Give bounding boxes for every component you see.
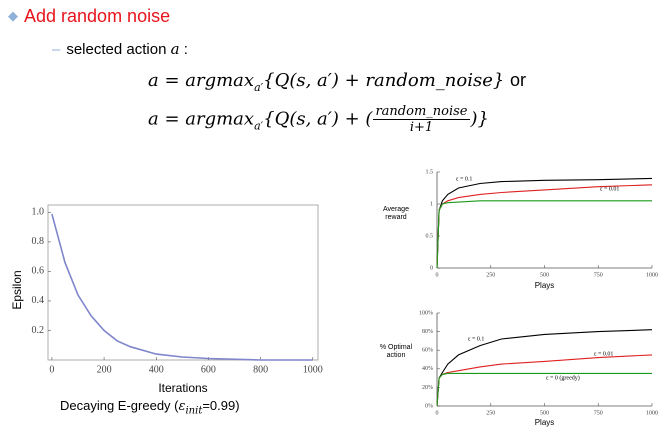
x-tick-label: 0 — [436, 272, 439, 278]
x-tick-label: 600 — [201, 364, 216, 375]
y-tick-label: 1.0 — [32, 207, 45, 218]
series-label: ε = 0.1 — [456, 176, 472, 182]
series-line — [436, 200, 652, 269]
caption-part: Decaying E-greedy ( — [60, 398, 179, 413]
y-tick-label: 1 — [430, 201, 433, 207]
x-tick-label: 250 — [486, 272, 495, 278]
plot-frame — [47, 204, 319, 361]
x-tick-label: 500 — [540, 272, 549, 278]
formula: a = argmaxa′{Q(s, a′) + (random_noise i+1… — [148, 104, 489, 135]
series-line — [51, 213, 313, 361]
y-tick-label: 0.4 — [32, 295, 45, 306]
y-tick-label: 40% — [422, 366, 433, 372]
series-label: ε = 0 (greedy) — [546, 374, 580, 381]
x-tick-label: 250 — [486, 410, 495, 416]
y-tick-label: 60% — [422, 348, 433, 354]
x-axis-label: Iterations — [158, 381, 207, 395]
x-tick-label: 1000 — [646, 410, 658, 416]
fraction: random_noise i+1 — [373, 104, 470, 135]
caption-sub: init — [185, 405, 203, 417]
x-axis-label: Plays — [535, 281, 555, 290]
x-tick-label: 0 — [436, 410, 439, 416]
x-tick-label: 800 — [253, 364, 268, 375]
formula-part: {Q(s, a′) + ( — [263, 108, 373, 130]
formula: a = argmaxa′{Q(s, a′) + random_noise} or — [148, 70, 526, 94]
series-label: ε = 0.01 — [600, 186, 619, 192]
series-line — [436, 354, 653, 407]
series-label: ε = 0.01 — [594, 351, 613, 357]
bullet: ◆ Add random noise — [8, 6, 171, 26]
formula-part: )} — [470, 108, 489, 130]
y-axis-label: Average reward — [383, 206, 409, 221]
series-line — [436, 372, 652, 407]
x-tick-label: 200 — [97, 364, 112, 375]
y-tick-label: 80% — [422, 329, 433, 335]
var: a — [170, 40, 180, 58]
x-axis-label: Plays — [535, 418, 555, 427]
sub-bullet: – selected action a : — [52, 40, 188, 58]
y-axis-label: % Optimal action — [379, 344, 413, 359]
denominator: i+1 — [409, 120, 434, 135]
x-tick-label: 750 — [594, 410, 603, 416]
numerator: random_noise — [373, 104, 470, 120]
bullet-text: Add random noise — [24, 6, 171, 26]
formula-sub: a′ — [254, 81, 264, 94]
y-tick-label: 0.2 — [32, 325, 45, 336]
y-tick-label: 1.5 — [426, 169, 434, 175]
series-line — [436, 177, 653, 269]
caption: Decaying E-greedy (εinit=0.99) — [60, 398, 240, 417]
formula-part: {Q(s, a′) + random_noise} — [263, 70, 505, 91]
formula-sub: a′ — [254, 119, 264, 133]
y-tick-label: 0 — [430, 265, 433, 271]
y-tick-label: 0.5 — [426, 233, 434, 239]
sub-bullet-text: selected action — [66, 41, 167, 58]
colon: : — [183, 41, 188, 58]
x-tick-label: 750 — [594, 272, 603, 278]
caption-part: =0.99) — [202, 398, 240, 413]
y-tick-label: 0% — [425, 403, 433, 409]
formula-part: a = argmax — [148, 70, 255, 91]
formula-tail: or — [510, 70, 527, 90]
y-tick-label: 0.6 — [32, 266, 45, 277]
x-tick-label: 1000 — [303, 364, 323, 375]
formula-part: a = argmax — [148, 108, 255, 130]
y-tick-label: 100% — [419, 310, 433, 316]
y-tick-label: 20% — [422, 385, 433, 391]
caption-symbol: ε — [178, 399, 186, 414]
y-axis-label: Epsilon — [10, 270, 24, 309]
series-label: ε = 0.1 — [468, 336, 484, 342]
series-line — [436, 329, 653, 407]
x-tick-label: 1000 — [646, 272, 658, 278]
series-line — [436, 184, 653, 269]
y-tick-label: 0.8 — [32, 236, 45, 247]
x-tick-label: 500 — [540, 410, 549, 416]
x-tick-label: 0 — [49, 364, 54, 375]
x-tick-label: 400 — [149, 364, 164, 375]
